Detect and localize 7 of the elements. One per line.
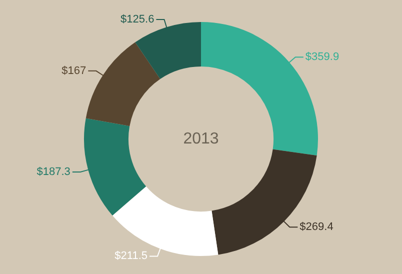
text: 2013 [183,130,219,148]
data-label: $125.6 [120,14,154,26]
data-label: $167 [62,64,86,77]
data-label: $187.3 [36,166,70,178]
data-label: $269.4 [300,221,334,234]
data-label: $359.9 [305,51,340,64]
data-label: $211.5 [114,250,148,262]
